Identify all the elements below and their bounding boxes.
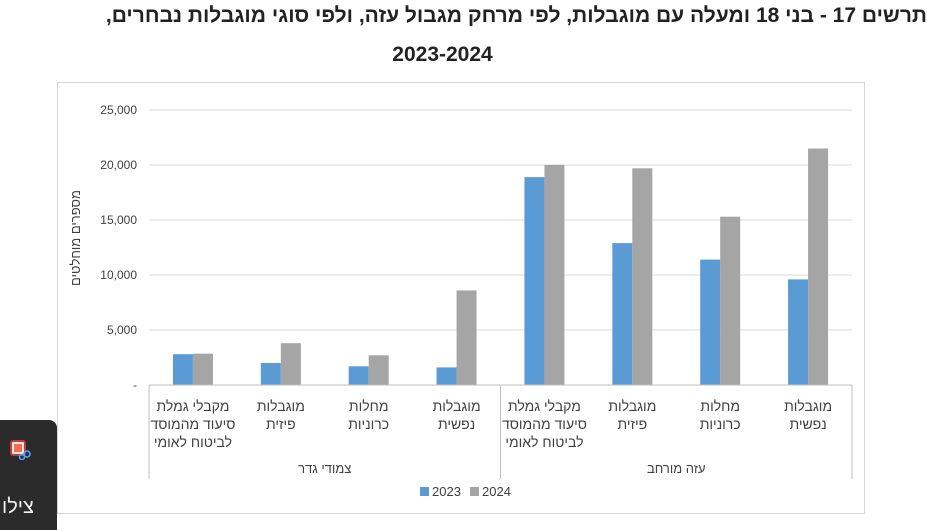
x-category-label: כרוניות (700, 416, 741, 432)
x-category-label: מחלות (700, 398, 740, 414)
y-tick-label: 25,000 (100, 103, 137, 117)
bar-2024 (192, 353, 213, 385)
x-category-label: סיעוד מהמוסד (502, 416, 587, 432)
y-tick-label: 5,000 (107, 323, 137, 337)
x-category-label: מוגבלות (608, 398, 656, 414)
group-label: עזה מורחב (647, 461, 706, 476)
y-tick-label: 20,000 (100, 158, 137, 172)
x-category-label: סיעוד מהמוסד (150, 416, 235, 432)
chart-subtitle: 2023-2024 (392, 43, 493, 66)
bar-2024 (544, 165, 565, 385)
x-category-label: מוגבלות (433, 398, 481, 414)
bar-2024 (720, 216, 741, 385)
x-category-label: נפשית (789, 416, 826, 432)
x-category-label: מוגבלות (257, 398, 305, 414)
x-category-label: לביטוח לאומי (154, 434, 232, 450)
group-label: צמודי גדר (298, 461, 351, 476)
bar-2023 (788, 279, 809, 385)
y-tick-label: - (133, 378, 137, 392)
y-tick-label: 15,000 (100, 213, 137, 227)
bar-2024 (280, 343, 301, 385)
bar-2023 (348, 366, 369, 385)
bar-2023 (700, 259, 721, 385)
x-category-label: נפשית (438, 416, 475, 432)
x-category-label: לביטוח לאומי (505, 434, 583, 450)
x-category-label: מוגבלות (784, 398, 832, 414)
legend-swatch-2023 (420, 487, 429, 496)
bar-2024 (808, 148, 829, 385)
x-category-label: פיזית (617, 416, 647, 432)
chart-title: תרשים 17 - בני 18 ומעלה עם מוגבלות, לפי … (105, 4, 927, 27)
chart-area: - 5,000 10,000 15,000 20,000 25,000 מספרים מוח… (57, 82, 865, 514)
scissors-icon[interactable] (10, 440, 32, 460)
bar-chart: - 5,000 10,000 15,000 20,000 25,000 מספרים מוח… (68, 103, 853, 499)
x-category-label: מקבלי גמלת (156, 398, 229, 414)
snipping-tool-panel[interactable]: צילו (0, 420, 57, 530)
legend-swatch-2024 (470, 487, 479, 496)
x-category-label: כרוניות (348, 416, 389, 432)
x-category-label: מקבלי גמלת (508, 398, 581, 414)
bar-2024 (456, 290, 477, 385)
bar-2023 (612, 243, 633, 385)
y-tick-label: 10,000 (100, 268, 137, 282)
bar-2024 (368, 355, 389, 385)
x-category-label: מחלות (349, 398, 389, 414)
legend-label-2023: 2023 (432, 484, 461, 499)
legend-label-2024: 2024 (482, 484, 511, 499)
y-axis-title: מספרים מוחלטים (68, 190, 83, 286)
bar-2023 (260, 363, 281, 385)
bar-2023 (172, 354, 193, 385)
bar-2023 (436, 367, 457, 385)
bar-2024 (632, 168, 653, 385)
x-category-label: פיזית (266, 416, 296, 432)
bar-2023 (524, 177, 545, 385)
snipping-tool-label[interactable]: צילו (2, 496, 34, 518)
